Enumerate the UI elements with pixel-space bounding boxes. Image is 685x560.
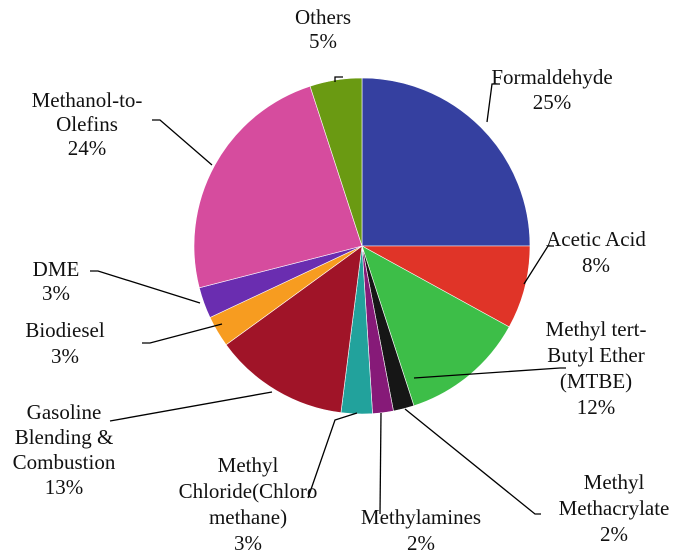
slice-value-label: 13% [45, 475, 84, 499]
slice-value-label: 24% [68, 136, 107, 160]
leader-line [90, 270, 201, 304]
slice-value-label: 3% [42, 281, 70, 305]
slice-label: Acetic Acid 8% [546, 227, 646, 277]
slice-name-label: Gasoline [27, 400, 102, 424]
leader-line [404, 408, 541, 515]
slice-name-label: Methyl [584, 470, 645, 494]
slice-name-label: Butyl Ether [547, 343, 644, 367]
slice-labels: Formaldehyde 25% Acetic Acid 8% Methyl tert-… [13, 5, 670, 555]
slice-value-label: 8% [582, 253, 610, 277]
pie-slice-others [309, 77, 363, 247]
slice-label: Methylamines 2% [361, 505, 481, 555]
slice-name-label: Methylamines [361, 505, 481, 529]
slice-value-label: 25% [533, 90, 572, 114]
slice-value-label: 2% [600, 522, 628, 546]
pie-slice-gasoline-blending-combustion [225, 245, 363, 414]
leader-line [152, 119, 213, 166]
slice-label: DME 3% [33, 257, 80, 305]
slice-value-label: 2% [407, 531, 435, 555]
slice-name-label: (MTBE) [560, 369, 632, 393]
slice-value-label: 12% [577, 395, 616, 419]
slice-name-label: Formaldehyde [491, 65, 612, 89]
slice-name-label: methane) [209, 505, 287, 529]
slice-value-label: 5% [309, 29, 337, 53]
pie-slice-methanol-to-olefins [193, 85, 363, 289]
leader-line [307, 412, 358, 499]
leader-line [109, 391, 273, 422]
pie-slice-formaldehyde [361, 77, 531, 247]
slice-label: Methanol-to-Olefins 24% [32, 88, 143, 160]
slice-label: Formaldehyde 25% [491, 65, 612, 114]
slice-name-label: Combustion [13, 450, 116, 474]
leader-line [413, 367, 566, 379]
leader-line [142, 323, 223, 344]
slice-name-label: Methacrylate [559, 496, 670, 520]
slice-name-label: Blending & [15, 425, 114, 449]
slice-name-label: Methyl [218, 453, 279, 477]
slice-label: Methyl tert-Butyl Ether (MTBE) 12% [546, 317, 647, 419]
slice-value-label: 3% [234, 531, 262, 555]
slice-name-label: Chloride(Chloro [179, 479, 318, 503]
slice-name-label: Olefins [56, 112, 118, 136]
slice-label: Gasoline Blending & Combustion 13% [13, 400, 116, 499]
slice-name-label: Biodiesel [25, 318, 104, 342]
leader-line [379, 412, 382, 515]
slice-name-label: Others [295, 5, 351, 29]
slice-name-label: Methanol-to- [32, 88, 143, 112]
slice-value-label: 3% [51, 344, 79, 368]
leader-line [523, 245, 554, 285]
leader-line [334, 76, 343, 82]
slice-name-label: Methyl tert- [546, 317, 647, 341]
slice-label: Methyl Methacrylate 2% [559, 470, 670, 546]
slice-label: Others 5% [295, 5, 351, 53]
slice-name-label: DME [33, 257, 80, 281]
leader-line [486, 83, 500, 123]
slice-name-label: Acetic Acid [546, 227, 646, 251]
pie-slices [193, 77, 531, 415]
slice-label: Biodiesel 3% [25, 318, 104, 368]
slice-label: Methyl Chloride(Chloro methane) 3% [179, 453, 318, 555]
pie-slice-methyl-tert-butyl-ether-mtbe [361, 245, 510, 407]
leader-lines [90, 76, 566, 515]
